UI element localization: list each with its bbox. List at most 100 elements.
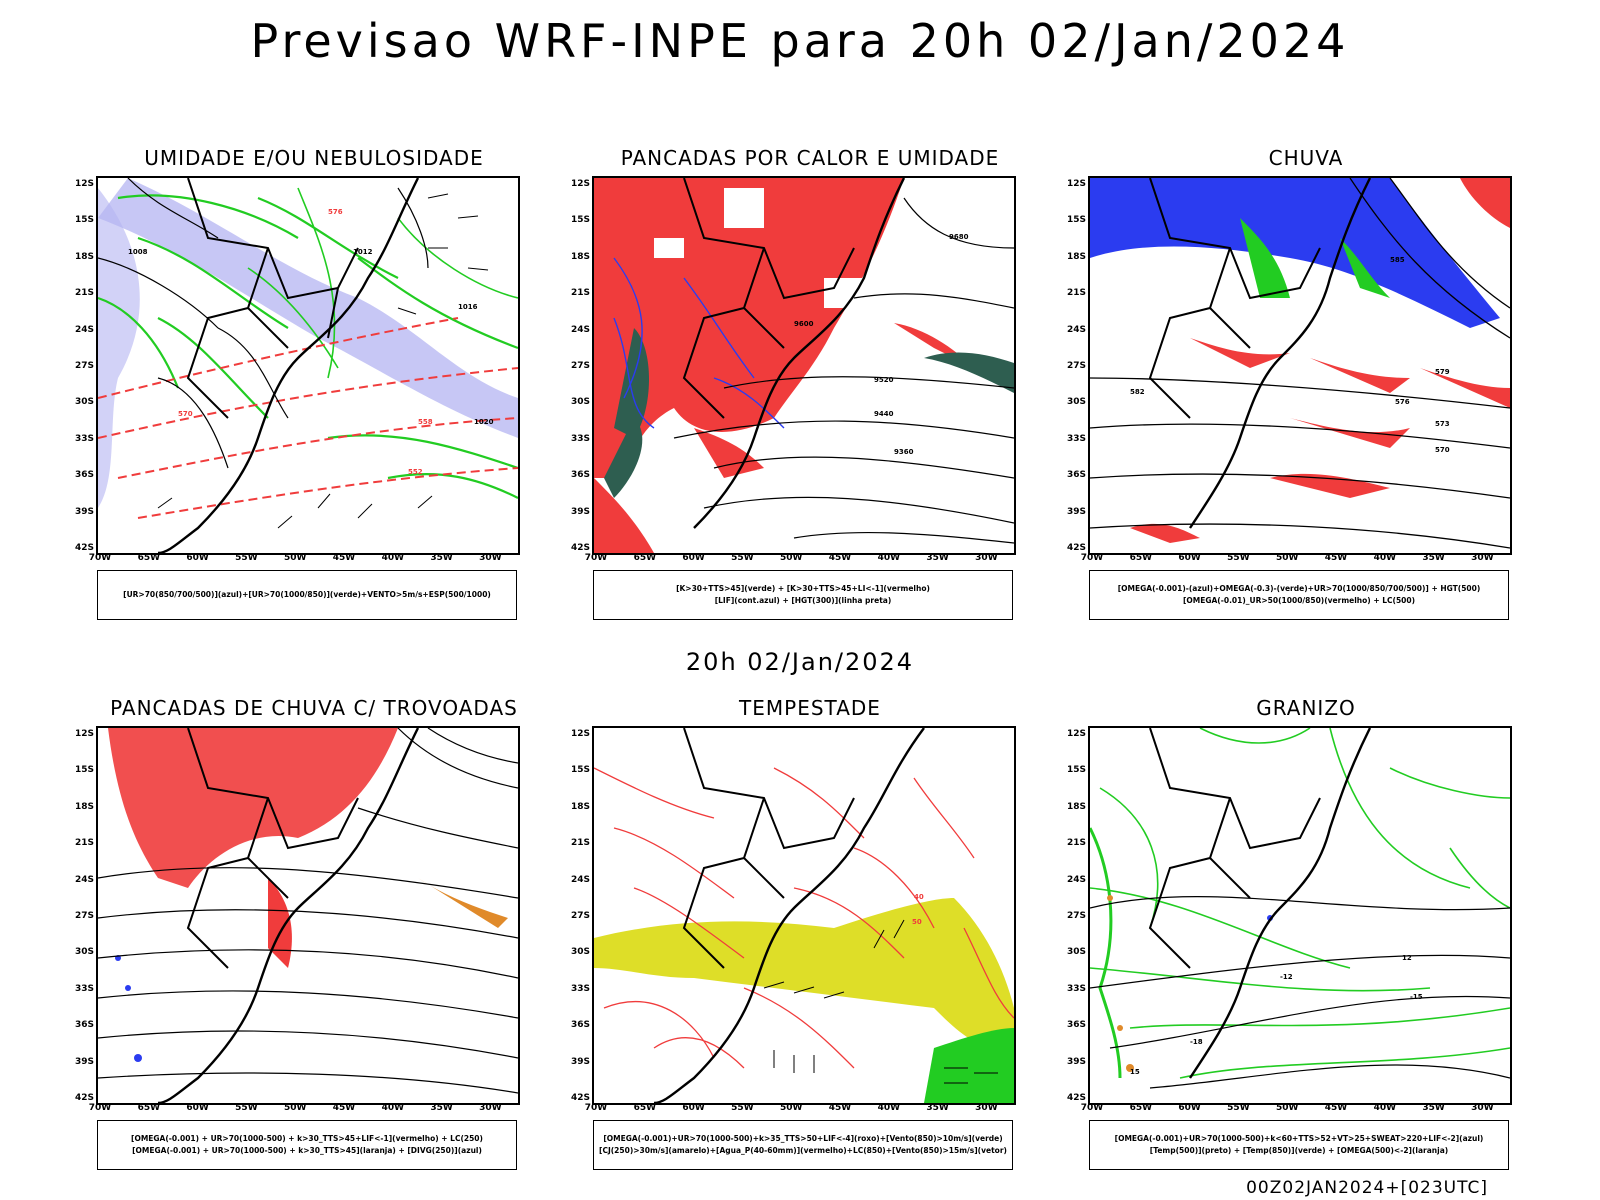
legend-line: [OMEGA(-0.01)_UR>50(1000/850)(vermelho) … [1182, 596, 1416, 605]
lon-label: 40W [877, 1103, 901, 1113]
legend: [OMEGA(-0.001) + UR>70(1000-500) + k>30_… [97, 1120, 517, 1170]
contour-label: 558 [418, 418, 433, 426]
contour-label: -18 [1190, 1038, 1203, 1046]
valid-time-title: 20h 02/Jan/2024 [685, 648, 915, 676]
lon-label: 55W [1227, 553, 1250, 563]
lat-label: 27S [74, 361, 94, 371]
lat-label: 18S [1066, 251, 1086, 262]
lat-label: 27S [570, 361, 590, 371]
lat-label: 33S [570, 433, 590, 444]
panel-hail: GRANIZO 12S 15S 18S 21S 24S 27S 30S 33S 36S 39S 42… [1066, 696, 1546, 1176]
map-frame: 9680 9600 9520 9440 9360 [592, 176, 1016, 555]
lat-label: 12S [1066, 729, 1086, 739]
lon-label: 70W [584, 1103, 608, 1113]
lon-label: 45W [828, 553, 852, 563]
weather-map [98, 728, 518, 1103]
legend-line: [Temp(500)](preto) + [Temp(850)](verde) … [1149, 1146, 1449, 1155]
lat-label: 39S [74, 1056, 94, 1067]
lat-label: 21S [74, 288, 94, 299]
lat-label: 15S [1066, 215, 1086, 226]
lat-label: 21S [1066, 838, 1086, 849]
lon-axis: 70W 65W 60W 55W 50W 45W 40W 35W 30W [585, 1103, 1012, 1117]
lon-label: 70W [1080, 1103, 1104, 1113]
lat-axis: 12S 15S 18S 21S 24S 27S 30S 33S 36S 39S 42S [66, 176, 94, 553]
lat-label: 18S [74, 251, 94, 262]
lon-label: 70W [584, 553, 608, 563]
contour-label: 9520 [874, 376, 894, 384]
lon-label: 30W [1471, 1103, 1494, 1113]
lon-label: 60W [186, 1103, 209, 1113]
lat-label: 42S [570, 543, 590, 553]
lat-label: 21S [570, 838, 590, 849]
legend-line: [CJ(250)>30m/s](amarelo)+[Agua_P(40-60mm… [599, 1146, 1007, 1155]
panel-title: CHUVA [1268, 146, 1344, 170]
lon-label: 50W [1275, 553, 1299, 563]
lat-axis: 12S 15S 18S 21S 24S 27S 30S 33S 36S 39S 42S [562, 176, 590, 553]
lat-label: 15S [74, 765, 94, 776]
map-frame: -12 -15 -18 12 15 [1088, 726, 1512, 1105]
lat-label: 42S [1066, 543, 1086, 553]
legend-line: [LIF](cont.azul) + [HGT(300)](linha pret… [714, 596, 892, 605]
weather-map [1090, 728, 1510, 1089]
lon-label: 45W [1324, 1103, 1348, 1113]
lat-label: 12S [74, 729, 94, 739]
lat-label: 33S [570, 983, 590, 994]
map-frame: 40 50 [592, 726, 1016, 1105]
lon-label: 55W [235, 1103, 258, 1113]
lon-label: 60W [186, 553, 209, 563]
legend-line: [K>30+TTS>45](verde) + [K>30+TTS>45+LI<-… [676, 584, 930, 593]
lat-label: 12S [570, 729, 590, 739]
panel-title: TEMPESTADE [739, 696, 881, 720]
lat-label: 24S [570, 324, 590, 335]
contour-label: 570 [1435, 446, 1450, 454]
lon-label: 35W [926, 1103, 949, 1113]
lon-label: 50W [779, 1103, 803, 1113]
weather-map [1090, 178, 1510, 549]
lat-label: 15S [570, 215, 590, 226]
legend-line: [OMEGA(-0.001)-(azul)+OMEGA(-0.3)-(verde… [1117, 584, 1481, 593]
legend: [OMEGA(-0.001)+UR>70(1000-500)+k>35_TTS>… [593, 1120, 1013, 1170]
panel-thunderstorm-showers: PANCADAS DE CHUVA C/ TROVOADAS 12S 15S 18S… [74, 696, 554, 1176]
panel-heat-showers: PANCADAS POR CALOR E UMIDADE 12S 15S 18S 21… [570, 146, 1050, 626]
lon-label: 45W [828, 1103, 852, 1113]
contour-label: 50 [912, 918, 922, 926]
contour-label: -15 [1410, 993, 1423, 1001]
legend-line: [UR>70(850/700/500)](azul)+[UR>70(1000/8… [123, 590, 491, 599]
lat-label: 36S [74, 470, 94, 481]
lon-label: 30W [975, 553, 998, 563]
lon-axis: 70W 65W 60W 55W 50W 45W 40W 35W 30W [89, 1103, 516, 1117]
panel-title: UMIDADE E/OU NEBULOSIDADE [144, 146, 484, 170]
lat-label: 12S [74, 179, 94, 189]
legend: [OMEGA(-0.001)-(azul)+OMEGA(-0.3)-(verde… [1089, 570, 1509, 620]
lat-label: 24S [74, 874, 94, 885]
lon-label: 55W [731, 553, 754, 563]
lat-label: 24S [74, 324, 94, 335]
lon-label: 50W [283, 1103, 307, 1113]
lat-label: 27S [570, 911, 590, 921]
legend: [UR>70(850/700/500)](azul)+[UR>70(1000/8… [97, 570, 517, 620]
lon-label: 65W [137, 1103, 161, 1113]
lon-label: 55W [731, 1103, 754, 1113]
lon-label: 45W [332, 553, 356, 563]
contour-label: 15 [1130, 1068, 1140, 1076]
lon-label: 65W [137, 553, 161, 563]
lat-label: 24S [570, 874, 590, 885]
lat-axis: 12S 15S 18S 21S 24S 27S 30S 33S 36S 39S 42S [1058, 176, 1086, 553]
contour-label: 40 [914, 893, 924, 901]
legend-line: [OMEGA(-0.001) + UR>70(1000-500) + k>30_… [132, 1146, 482, 1155]
lat-label: 12S [570, 179, 590, 189]
lat-axis: 12S 15S 18S 21S 24S 27S 30S 33S 36S 39S 42S [562, 726, 590, 1103]
legend-line: [OMEGA(-0.001)+UR>70(1000-500)+k>35_TTS>… [603, 1134, 1003, 1143]
lon-label: 50W [779, 553, 803, 563]
contour-label: 576 [328, 208, 343, 216]
contour-label: 576 [1395, 398, 1410, 406]
lat-label: 30S [570, 947, 590, 958]
lon-label: 65W [1129, 1103, 1153, 1113]
lat-label: 30S [1066, 947, 1086, 958]
lat-label: 39S [570, 506, 590, 517]
lon-label: 45W [1324, 553, 1348, 563]
legend-line: [OMEGA(-0.001)+UR>70(1000-500)+k<60+TTS>… [1114, 1134, 1484, 1143]
lon-label: 60W [1178, 1103, 1201, 1113]
lon-label: 60W [1178, 553, 1201, 563]
lat-label: 21S [1066, 288, 1086, 299]
